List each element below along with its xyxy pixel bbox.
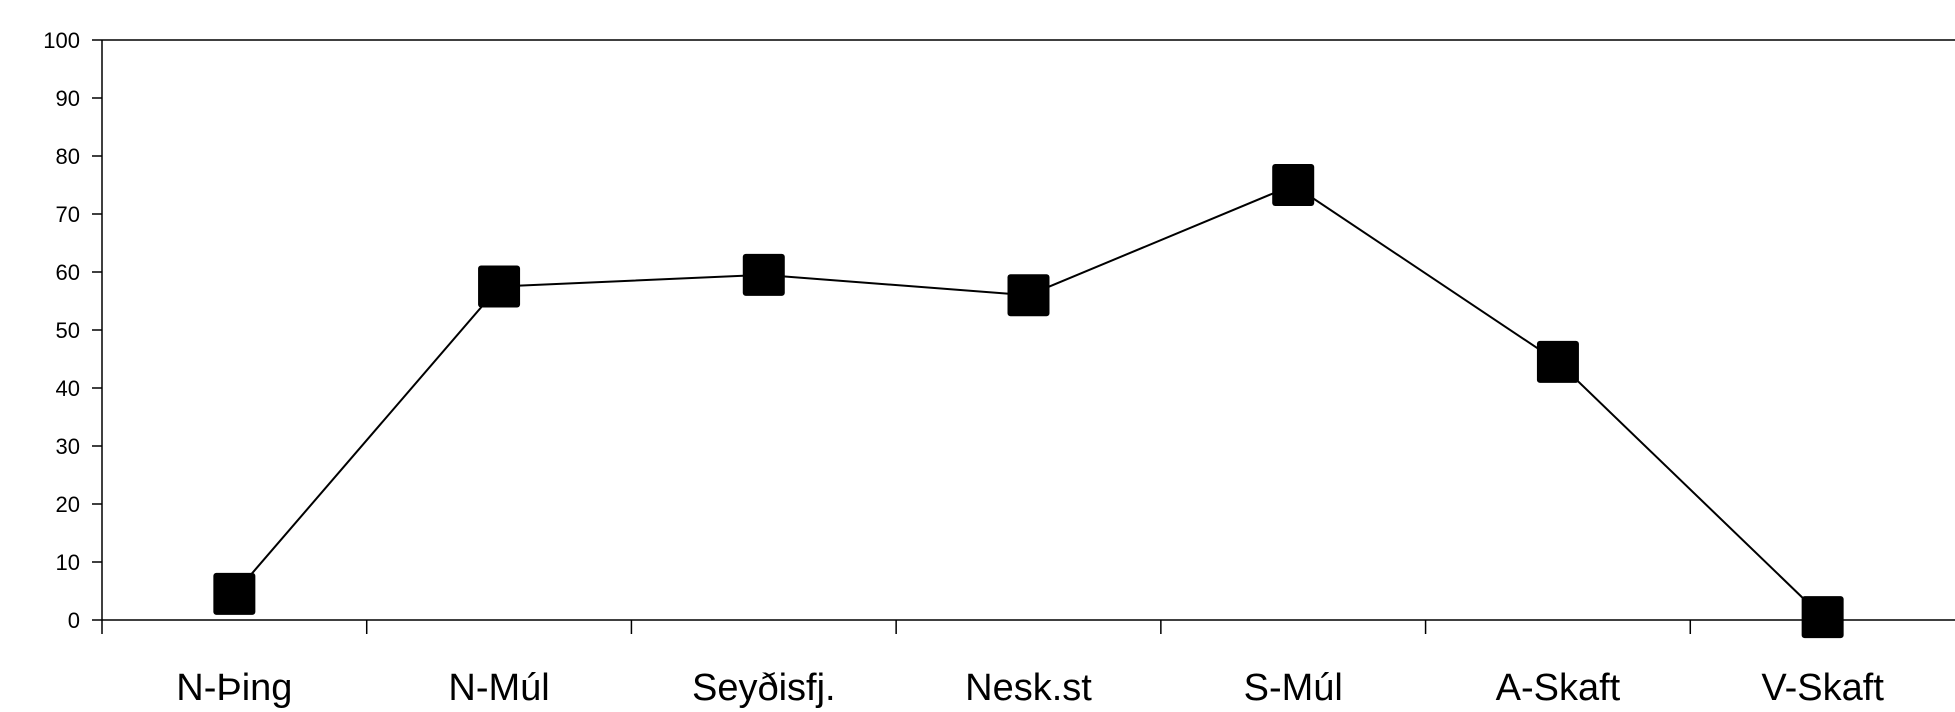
x-category-label: V-Skaft [1761, 667, 1884, 709]
series-line [233, 183, 1824, 618]
data-point-marker [1536, 340, 1579, 383]
y-tick-label: 100 [43, 28, 80, 53]
y-tick-label: 60 [56, 260, 80, 285]
x-category-label: S-Múl [1244, 667, 1343, 709]
series-group [213, 164, 1844, 639]
y-tick-label: 80 [56, 144, 80, 169]
y-tick-label: 20 [56, 492, 80, 517]
y-tick-label: 50 [56, 318, 80, 343]
x-axis-ticks: N-Þing N-Múl Seyðisfj. Nesk.st S-Múl A-Skaft V… [176, 620, 1884, 709]
data-point-marker [1801, 596, 1844, 639]
y-tick-label: 40 [56, 376, 80, 401]
axes [101, 39, 1955, 634]
y-tick-label: 10 [56, 550, 80, 575]
x-category-label: Nesk.st [965, 667, 1092, 709]
y-tick-label: 30 [56, 434, 80, 459]
x-category-label: Seyðisfj. [692, 667, 836, 709]
x-category-label: N-Þing [176, 667, 292, 709]
x-category-label: A-Skaft [1496, 667, 1621, 709]
data-point-marker [1272, 164, 1315, 206]
x-category-label: N-Múl [448, 667, 549, 709]
y-axis-ticks: 0 10 20 30 40 50 60 70 80 90 100 [43, 28, 102, 633]
data-point-marker [213, 572, 256, 615]
data-point-marker [478, 265, 521, 308]
y-tick-label: 90 [56, 86, 80, 111]
data-point-marker [1007, 274, 1050, 317]
y-tick-label: 0 [68, 608, 80, 633]
data-point-marker [742, 253, 785, 296]
y-tick-label: 70 [56, 202, 80, 227]
